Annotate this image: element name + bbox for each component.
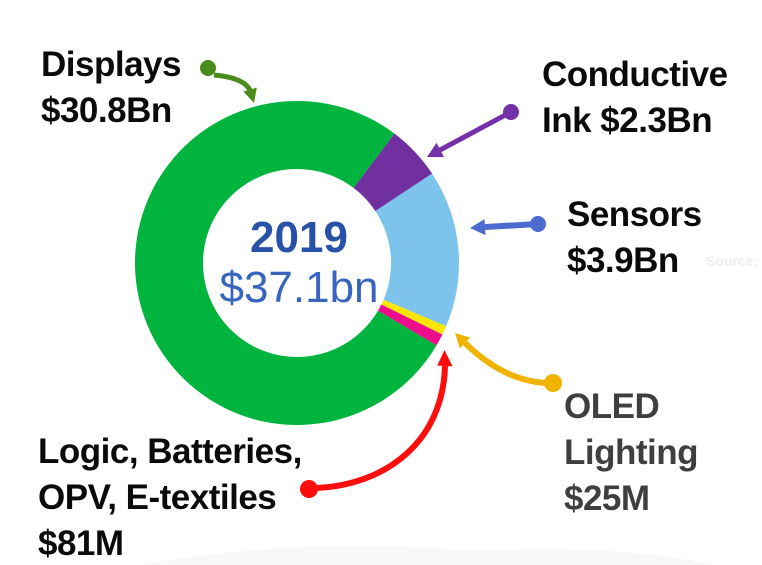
donut-slices [134,100,459,425]
conductive-ink-label-value: Ink $2.3Bn [542,101,713,140]
donut-slice-logic-batteries-opv-e-textiles [377,304,443,346]
conductive-ink-label-line1: Conductive [542,55,728,94]
donut-slice-displays [134,100,437,425]
oled-lighting-label-line2: Lighting [564,433,699,472]
logic-batteries-label-line1: Logic, Batteries, [38,432,302,471]
faint-background-shape [140,545,715,565]
displays-arrow-line [213,72,254,94]
source-watermark: Source: [706,253,759,269]
sensors-label: Sensors $3.9Bn [567,192,702,284]
displays-arrow [200,60,257,103]
logic-batteries-arrow-dot [300,480,318,498]
sensors-arrow [470,216,546,236]
conductive-ink-label: Conductive Ink $2.3Bn [542,52,728,144]
logic-batteries-label-value: $81M [38,524,124,563]
donut-slice-conductive-ink [353,133,433,212]
center-total-text: $37.1bn [219,263,379,312]
sensors-arrow-line [484,221,539,230]
displays-label-line1: Displays [41,45,181,84]
logic-batteries-label: Logic, Batteries, OPV, E-textiles $81M [38,429,302,565]
oled-lighting-arrow-line [462,340,554,387]
logic-batteries-arrowhead-icon [437,350,453,367]
conductive-ink-arrow [427,104,519,158]
displays-arrowhead-icon [243,87,257,103]
oled-lighting-label-line1: OLED [564,387,660,426]
displays-label-value: $30.8Bn [41,91,172,130]
donut-center-label: 2019 $37.1bn [219,213,378,313]
oled-lighting-arrow [455,333,562,392]
sensors-label-line1: Sensors [567,195,702,234]
logic-batteries-arrow [300,350,453,498]
center-year-text: 2019 [250,213,348,262]
oled-lighting-arrowhead-icon [455,333,471,349]
displays-label: Displays $30.8Bn [41,42,181,134]
displays-arrow-dot [200,60,216,76]
conductive-ink-arrow-line [438,109,513,153]
logic-batteries-arrow-line [316,365,448,491]
donut-slice-sensors [375,173,459,327]
sensors-arrowhead-icon [470,219,486,236]
donut-slice-oled-lighting [381,299,447,335]
logic-batteries-label-line2: OPV, E-textiles [38,478,277,517]
oled-lighting-label: OLED Lighting $25M [564,384,699,522]
conductive-ink-arrowhead-icon [427,142,444,158]
sensors-label-value: $3.9Bn [567,241,679,280]
oled-lighting-label-value: $25M [564,479,650,518]
